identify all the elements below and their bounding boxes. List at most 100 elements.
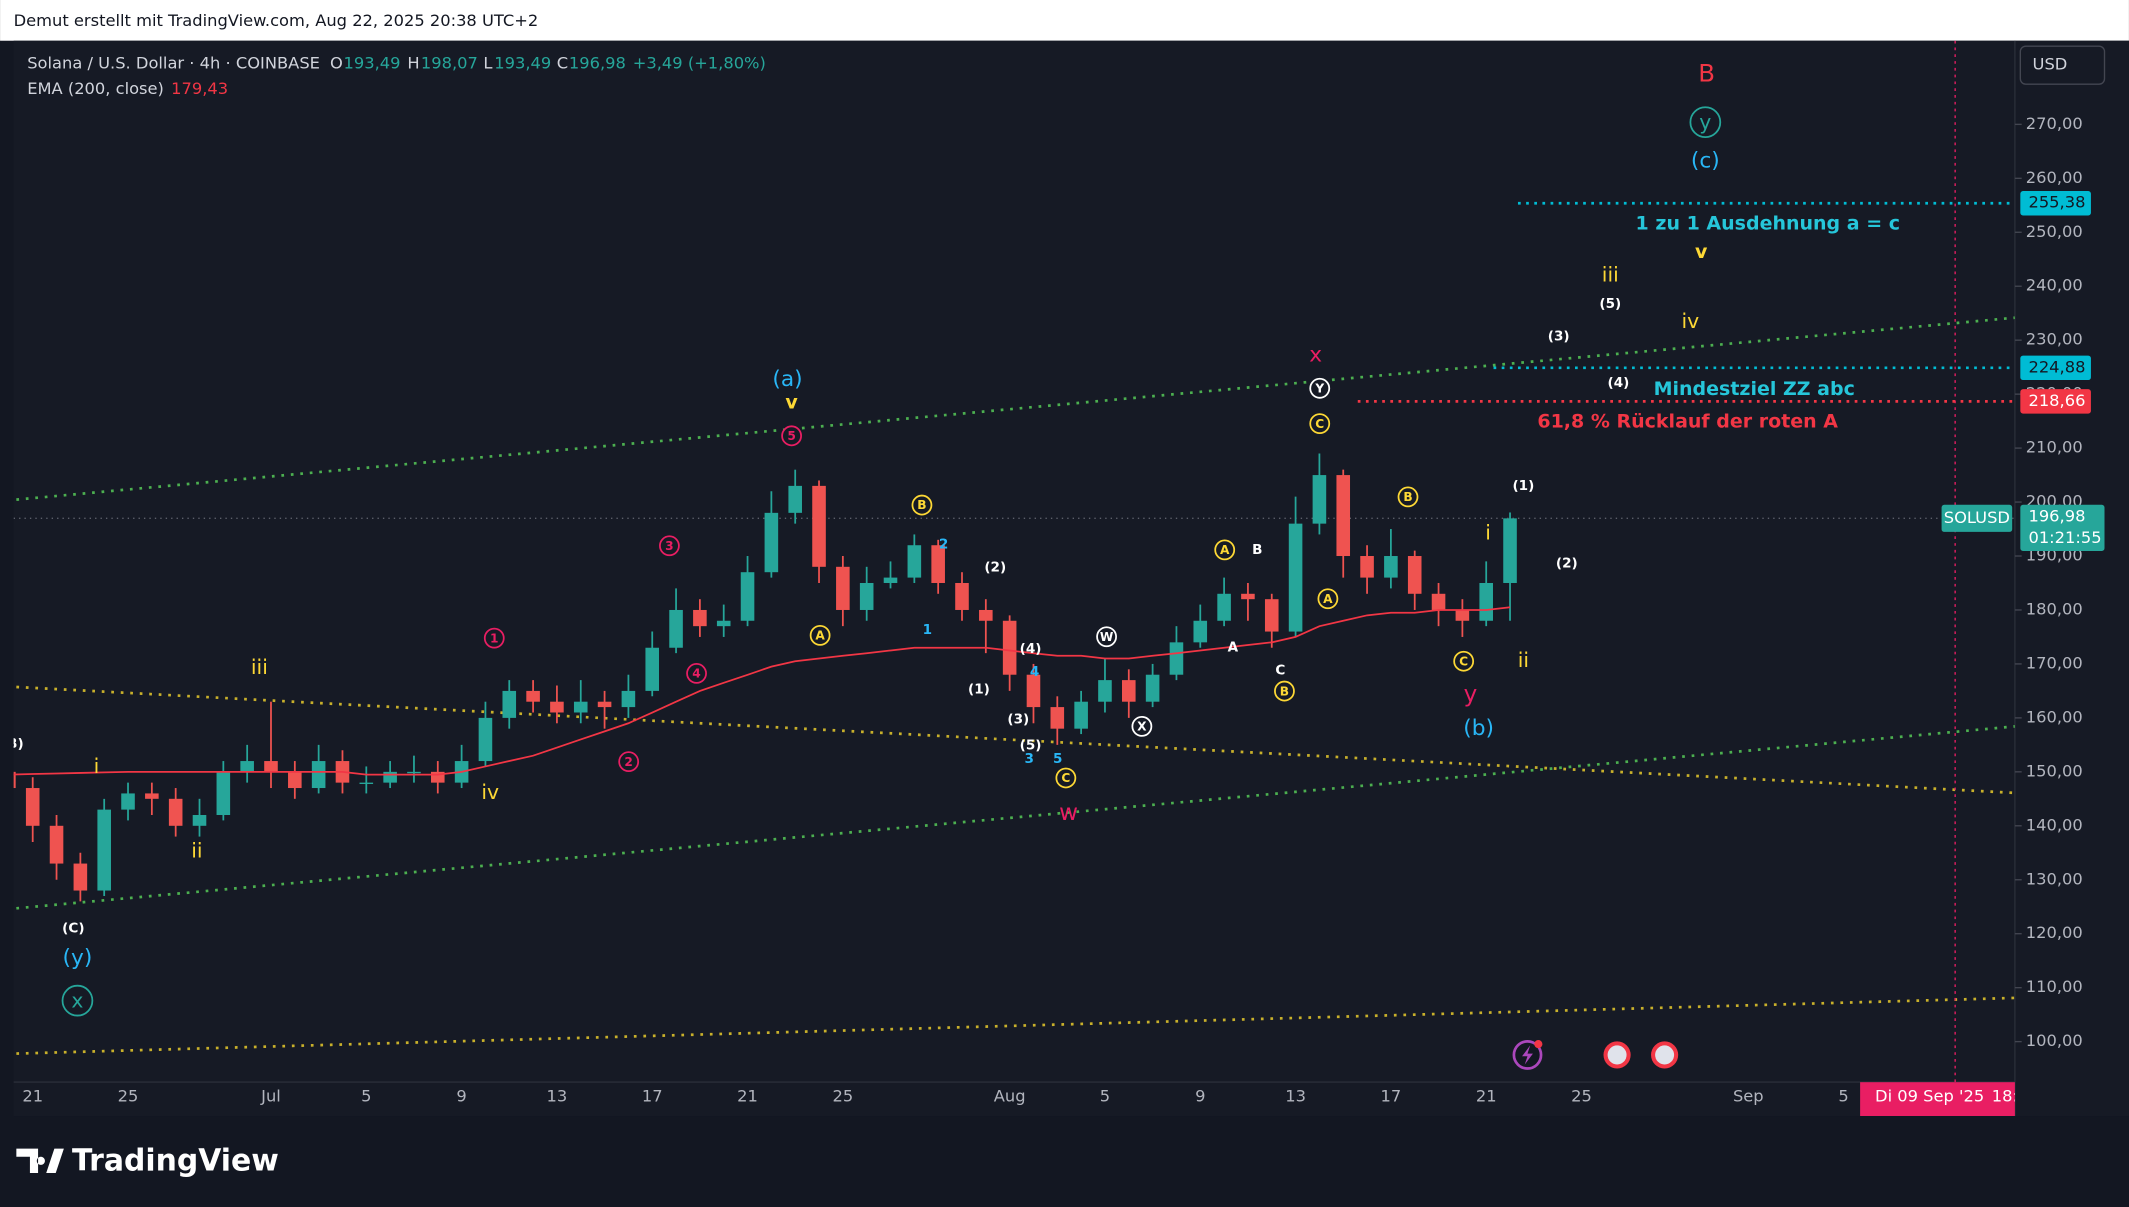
candle-body [931,545,945,583]
candle-body [597,701,612,708]
candle-body [192,815,207,826]
annotation: ii [191,838,202,862]
annotation: 3 [1024,751,1033,767]
candle-body [526,690,540,702]
crosshair-label-box [1860,1082,2015,1117]
trend-line [16,685,2015,795]
candle-body [1241,593,1255,600]
candle-body [669,609,683,648]
currency[interactable]: USD [2033,55,2068,74]
annotation: (a) [772,367,802,392]
candle-body [288,771,302,789]
annotation: C [1061,771,1070,785]
annotation-circle [1397,486,1419,508]
candle-body [979,609,993,621]
candle-body [1384,556,1398,578]
currency-button[interactable] [2019,45,2106,85]
candle-body [240,761,254,772]
crosshair-time: 18: [1992,1087,2018,1106]
candle-body [1503,518,1517,583]
candle-body [716,620,731,627]
annotation: v [785,392,798,414]
annotation-circle [61,984,94,1017]
x-tick-label: 25 [1571,1087,1592,1106]
x-tick-label: 13 [547,1087,568,1106]
annotation: C [1459,654,1468,668]
legend-ema: EMA (200, close) [27,79,164,98]
trend-line [16,996,2015,1055]
candle-body [407,771,421,774]
annotation-circle [1689,106,1722,139]
annotation: (B) [1,736,24,752]
y-tick-label: 250,00 [2026,222,2083,241]
annotation-circle [659,535,680,557]
candle-body [1169,642,1184,675]
annotation: (c) [1691,149,1720,174]
annotation-circle [1317,588,1339,610]
legend-symbol: Solana / U.S. Dollar · 4h · COINBASE [27,53,320,72]
x-tick-label: 5 [361,1087,371,1106]
annotation: iv [481,780,499,804]
price-level-box [2020,355,2091,381]
candle-body [311,761,326,789]
annotation: (2) [984,560,1006,576]
event-icon-glyph [1522,1045,1533,1065]
annotation: A [1323,592,1333,606]
annotation: (5) [1599,296,1621,312]
y-tick-label: 180,00 [2026,599,2083,618]
annotation: (y) [63,946,93,971]
logo: TradingView [16,1144,279,1179]
annotation-circle [1453,650,1475,672]
candle-body [740,572,755,621]
legend-l: L [483,53,492,72]
annotation: W [1100,630,1114,644]
y-tick-label: 130,00 [2026,869,2083,888]
symbol-label: SOLUSD [1944,508,2010,527]
y-tick-label: 210,00 [2026,438,2083,457]
x-tick-label: 9 [456,1087,466,1106]
candle-body [264,761,278,772]
candle-body [168,798,183,826]
annotation: B [1252,542,1262,558]
plot-area [13,40,2015,1117]
candle-body [1288,523,1303,632]
annotation: 4 [1030,664,1039,680]
candle-body [693,609,707,627]
candle-body [121,793,135,810]
annotation: (1) [968,682,990,698]
annotation-circle [686,663,707,684]
candle-body [550,701,564,713]
annotation: C [1315,417,1324,431]
annotation: (3) [1548,329,1570,345]
y-tick-label: 120,00 [2026,923,2083,942]
annotation-circle [618,751,640,773]
candle-body [883,577,898,583]
candle-body [621,690,636,708]
candle-body [1193,620,1208,643]
x-tick-label: 21 [737,1087,758,1106]
annotation: B [1403,490,1412,504]
annotation: i [94,754,100,778]
annotation: B [1280,684,1289,698]
annotation: 4 [692,667,701,681]
annotation: (1) [1512,478,1534,494]
annotation: iv [1682,309,1700,333]
trend-line [16,316,2015,501]
annotation: B [917,498,926,512]
annotation-circle [483,627,505,649]
candle-body [1050,707,1065,729]
countdown-label: 01:21:55 [2028,528,2101,547]
annotation: v [1695,241,1708,263]
candle-body [1074,701,1088,729]
annotation: w [1059,800,1078,826]
x-tick-label: 25 [118,1087,139,1106]
price-level-label: 224,88 [2028,357,2085,376]
candle-body [1121,680,1136,702]
x-tick-label: 5 [1838,1087,1848,1106]
x-axis: 21 25 Jul 5 9 13 17 21 25 Aug 5 9 13 17 21 25 Sep 5 Di 09 … [22,1082,2018,1117]
logo-text: TradingView [72,1144,279,1179]
header-bar [0,0,2129,41]
last-price-box [2020,504,2105,551]
candle-body [955,582,969,610]
